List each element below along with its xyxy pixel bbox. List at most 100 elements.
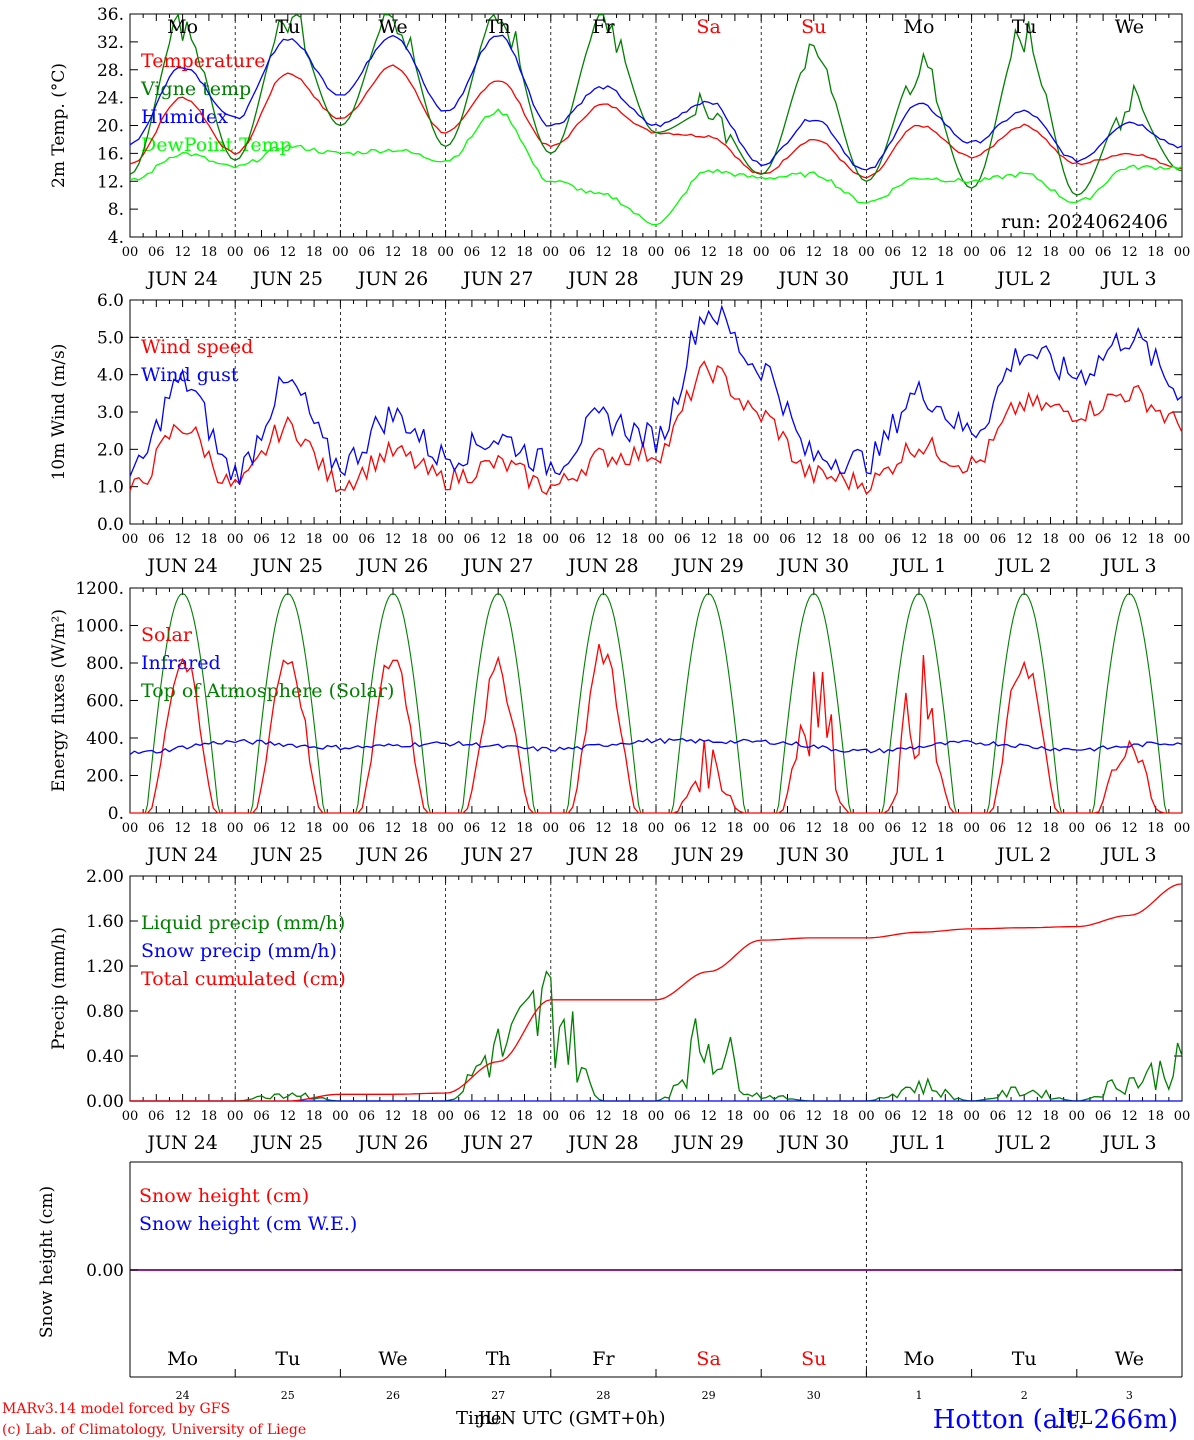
date-label: JUN 24 (145, 555, 217, 577)
time-tick-label: 12 (280, 1109, 297, 1124)
run-label: run: 2024062406 (1001, 211, 1168, 233)
y-tick-label: 36. (97, 5, 124, 25)
time-tick-label: 00 (543, 1109, 560, 1124)
y-tick-label: 20. (97, 117, 124, 137)
y-tick-label: 24. (97, 89, 124, 109)
time-tick-label: 12 (911, 532, 928, 547)
series-line-2 (130, 883, 1183, 1102)
y-tick-label: 5.0 (97, 328, 124, 348)
time-tick-label: 18 (937, 821, 954, 836)
y-tick-label: 2.0 (97, 440, 124, 460)
weekday-label: Sa (696, 1348, 720, 1370)
day-number: 2 (1021, 1389, 1028, 1402)
time-tick-label: 00 (122, 821, 139, 836)
date-label: JUN 27 (461, 555, 533, 577)
legend-entry: Snow height (cm) (139, 1185, 309, 1207)
time-tick-label: 18 (411, 245, 428, 260)
time-tick-label: 00 (963, 1109, 980, 1124)
weekday-label: Tu (1012, 16, 1037, 38)
time-tick-label: 00 (332, 245, 349, 260)
station-label: Hotton (alt. 266m) (933, 1405, 1178, 1435)
time-tick-label: 12 (806, 1109, 823, 1124)
time-tick-label: 12 (490, 532, 507, 547)
time-tick-label: 18 (201, 821, 218, 836)
time-tick-label: 00 (122, 245, 139, 260)
date-label: JUN 27 (461, 844, 533, 866)
date-label: JUN 28 (566, 1132, 638, 1154)
series-line-1 (129, 304, 1183, 485)
time-tick-label: 12 (806, 245, 823, 260)
weekday-label: Mo (904, 1348, 935, 1370)
time-tick-label: 00 (963, 532, 980, 547)
y-tick-label: 0.40 (86, 1047, 124, 1067)
panel-wind: 6.0 5.0 4.0 3.0 2.0 1.0 0.0 10m Wind (m/s) 00 06 1… (49, 291, 1190, 577)
time-tick-label: 12 (1121, 1109, 1138, 1124)
y-tick-label: 1.20 (86, 957, 124, 977)
time-tick-label: 06 (990, 821, 1007, 836)
y-tick-label: 6.0 (97, 291, 124, 311)
x-axis-title-2: JUN UTC (GMT+0h) (476, 1408, 666, 1429)
time-tick-label: 00 (1174, 245, 1191, 260)
time-tick-label: 12 (700, 821, 717, 836)
legend-entry: Snow height (cm W.E.) (139, 1213, 357, 1235)
date-label: JUL 3 (1100, 555, 1156, 577)
time-tick-label: 12 (595, 245, 612, 260)
date-label: JUN 29 (671, 268, 743, 290)
series-line-3 (129, 108, 1183, 226)
time-tick-label: 12 (1016, 1109, 1033, 1124)
weekday-label: We (378, 16, 407, 38)
date-label: JUN 24 (145, 1132, 217, 1154)
time-tick-label: 18 (1147, 821, 1164, 836)
date-label: JUN 27 (461, 1132, 533, 1154)
time-tick-label: 00 (648, 821, 665, 836)
y-tick-label: 1.60 (86, 912, 124, 932)
date-label: JUL 2 (995, 268, 1051, 290)
date-label: JUN 26 (356, 268, 428, 290)
time-tick-label: 06 (464, 245, 481, 260)
y-tick-label: 200. (86, 767, 124, 787)
time-tick-label: 06 (569, 1109, 586, 1124)
y-axis-title: Precip (mm/h) (49, 927, 69, 1050)
time-tick-label: 06 (674, 821, 691, 836)
time-tick-label: 12 (1121, 532, 1138, 547)
y-tick-label: 0. (108, 804, 124, 824)
date-label: JUN 29 (671, 844, 743, 866)
day-number: 25 (281, 1389, 295, 1402)
time-tick-label: 18 (832, 1109, 849, 1124)
weekday-label: Th (486, 1348, 511, 1370)
time-tick-label: 18 (937, 532, 954, 547)
time-tick-label: 06 (674, 532, 691, 547)
time-tick-label: 00 (543, 821, 560, 836)
time-tick-label: 12 (385, 532, 402, 547)
time-tick-label: 18 (516, 245, 533, 260)
time-tick-label: 00 (1174, 1109, 1191, 1124)
day-number: 29 (702, 1389, 716, 1402)
time-tick-label: 06 (674, 245, 691, 260)
weekday-label: We (378, 1348, 407, 1370)
legend-entry: Wind gust (141, 364, 239, 386)
time-tick-label: 06 (884, 821, 901, 836)
y-tick-label: 1000. (75, 617, 124, 637)
day-number: 27 (491, 1389, 505, 1402)
date-label: JUL 3 (1100, 268, 1156, 290)
time-tick-label: 06 (253, 245, 270, 260)
time-tick-label: 06 (464, 532, 481, 547)
time-tick-label: 06 (464, 1109, 481, 1124)
time-tick-label: 18 (516, 821, 533, 836)
date-label: JUL 1 (890, 844, 946, 866)
y-tick-label: 0.00 (86, 1261, 124, 1281)
panel-energy: 1200. 1000. 800. 600. 400. 200. 0. Energy fluxe… (49, 579, 1190, 866)
time-tick-label: 06 (674, 1109, 691, 1124)
time-tick-label: 06 (358, 245, 375, 260)
time-tick-label: 06 (779, 245, 796, 260)
weekday-label: Mo (167, 1348, 198, 1370)
time-tick-label: 00 (543, 245, 560, 260)
time-tick-label: 06 (990, 245, 1007, 260)
legend-entry: Wind speed (141, 336, 253, 358)
time-tick-label: 00 (332, 821, 349, 836)
date-label: JUN 26 (356, 844, 428, 866)
day-number: 30 (807, 1389, 821, 1402)
time-tick-label: 12 (1121, 821, 1138, 836)
time-tick-label: 06 (358, 821, 375, 836)
